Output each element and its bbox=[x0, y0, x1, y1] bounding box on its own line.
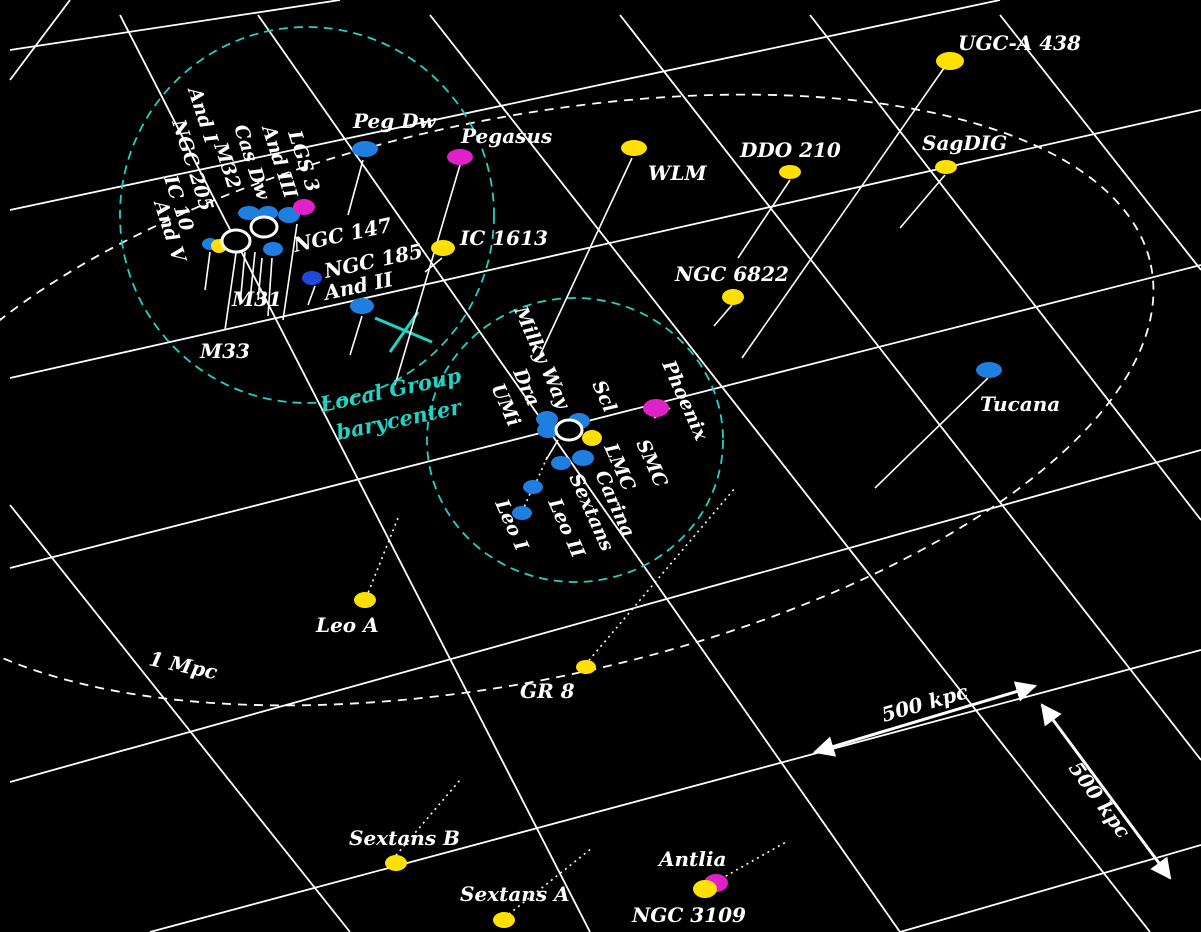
label-gr8: GR 8 bbox=[520, 679, 575, 703]
ring-milky-way-group bbox=[426, 297, 724, 583]
label-ngc3109: NGC 3109 bbox=[631, 903, 746, 927]
label-leo-a: Leo A bbox=[315, 613, 379, 637]
marker-leo-a bbox=[354, 592, 376, 608]
marker-ngc205 bbox=[249, 215, 279, 239]
marker-ugca438 bbox=[936, 52, 964, 70]
label-ugca438: UGC-A 438 bbox=[958, 31, 1081, 55]
marker-sextans-b bbox=[385, 855, 407, 871]
label-sextans-a: Sextans A bbox=[460, 882, 570, 906]
marker-smc bbox=[582, 430, 602, 446]
marker-wlm bbox=[621, 140, 647, 156]
marker-ngc3109 bbox=[693, 880, 717, 898]
stems bbox=[204, 67, 989, 489]
label-tucana: Tucana bbox=[980, 392, 1060, 416]
marker-gr8 bbox=[576, 660, 596, 674]
marker-and-ii bbox=[350, 298, 374, 314]
marker-tucana bbox=[976, 362, 1002, 378]
marker-ddo210 bbox=[779, 165, 801, 179]
marker-sextans-a bbox=[493, 912, 515, 928]
marker-ngc185 bbox=[302, 271, 322, 285]
label-wlm: WLM bbox=[648, 161, 708, 185]
grid bbox=[9, 0, 1201, 932]
marker-m32 bbox=[238, 206, 260, 220]
label-sagdig: SagDIG bbox=[922, 131, 1007, 155]
marker-leo-i bbox=[512, 506, 532, 520]
marker-pegasus bbox=[447, 149, 473, 165]
marker-phoenix bbox=[643, 399, 669, 417]
scale-arrows bbox=[812, 681, 1172, 880]
marker-leo-ii bbox=[523, 480, 543, 494]
label-ddo210: DDO 210 bbox=[739, 138, 841, 162]
label-peg-dw: Peg Dw bbox=[352, 109, 437, 133]
marker-lgs3 bbox=[293, 199, 315, 215]
label-ic1613: IC 1613 bbox=[459, 226, 548, 250]
marker-lmc bbox=[572, 450, 594, 466]
galaxy-markers bbox=[202, 52, 1002, 928]
label-pegasus: Pegasus bbox=[460, 124, 552, 148]
marker-carina bbox=[551, 456, 571, 470]
marker-umi bbox=[537, 422, 559, 438]
marker-sagdig bbox=[935, 160, 957, 174]
label-ngc6822: NGC 6822 bbox=[674, 262, 789, 286]
scale-arrow-vertical bbox=[1040, 703, 1172, 880]
label-sextans-b: Sextans B bbox=[349, 826, 460, 850]
marker-milky-way bbox=[554, 418, 584, 442]
marker-m31 bbox=[220, 228, 252, 254]
marker-peg-dw bbox=[352, 141, 378, 157]
marker-ngc6822 bbox=[722, 289, 744, 305]
barycenter-marker bbox=[374, 311, 433, 353]
label-m31: M31 bbox=[231, 287, 282, 311]
ring-m31-group bbox=[119, 26, 495, 404]
scale-arrow-horizontal bbox=[812, 681, 1038, 757]
label-antlia: Antlia bbox=[657, 847, 726, 871]
marker-ic1613 bbox=[431, 240, 455, 256]
label-m33: M33 bbox=[199, 339, 250, 363]
marker-ngc147 bbox=[263, 242, 283, 256]
